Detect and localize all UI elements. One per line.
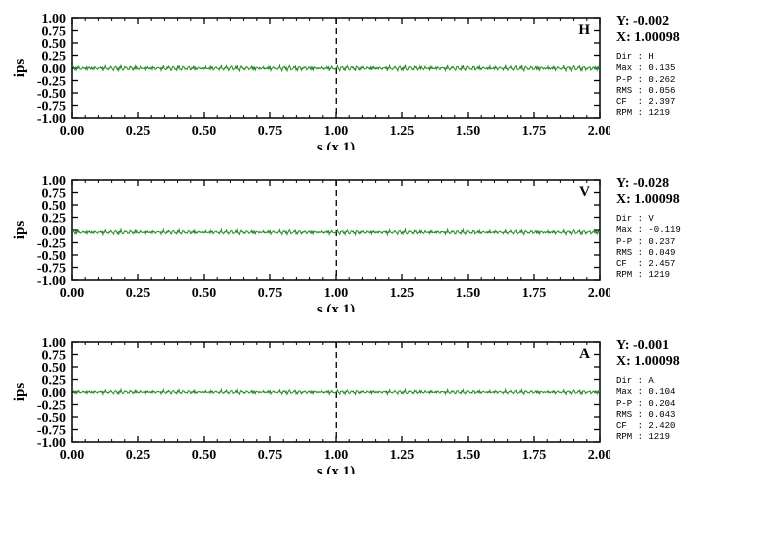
svg-text:1.50: 1.50: [456, 448, 481, 463]
panel-stats: Dir : V Max : -0.119 P-P : 0.237 RMS : 0…: [616, 214, 731, 282]
svg-text:1.25: 1.25: [390, 286, 415, 301]
cursor-y-value: Y: -0.002: [616, 14, 731, 30]
svg-text:1.50: 1.50: [456, 124, 481, 139]
panel-info-a: Y: -0.001X: 1.00098 Dir : A Max : 0.104 P…: [610, 334, 731, 474]
panel-stats: Dir : H Max : 0.135 P-P : 0.262 RMS : 0.…: [616, 52, 731, 120]
svg-text:0.50: 0.50: [192, 124, 217, 139]
svg-text:1.75: 1.75: [522, 286, 547, 301]
svg-text:1.25: 1.25: [390, 448, 415, 463]
svg-text:0.50: 0.50: [192, 286, 217, 301]
svg-text:0.50: 0.50: [192, 448, 217, 463]
chart-panel-h: 0.000.250.500.751.001.251.501.752.00-1.0…: [10, 10, 753, 150]
panel-info-v: Y: -0.028X: 1.00098 Dir : V Max : -0.119 …: [610, 172, 731, 312]
cursor-x-value: X: 1.00098: [616, 354, 731, 370]
waveform-chart-h: 0.000.250.500.751.001.251.501.752.00-1.0…: [10, 10, 610, 150]
waveform-chart-a: 0.000.250.500.751.001.251.501.752.00-1.0…: [10, 334, 610, 474]
svg-text:ips: ips: [12, 221, 28, 240]
svg-text:0.25: 0.25: [126, 286, 151, 301]
panel-stats: Dir : A Max : 0.104 P-P : 0.204 RMS : 0.…: [616, 376, 731, 444]
svg-text:1.50: 1.50: [456, 286, 481, 301]
svg-text:V: V: [579, 184, 590, 200]
svg-text:0.75: 0.75: [258, 286, 283, 301]
cursor-x-value: X: 1.00098: [616, 30, 731, 46]
svg-text:1.00: 1.00: [324, 448, 349, 463]
svg-text:0.75: 0.75: [258, 124, 283, 139]
svg-text:2.00: 2.00: [588, 286, 610, 301]
cursor-y-value: Y: -0.001: [616, 338, 731, 354]
svg-text:H: H: [578, 22, 590, 38]
svg-text:0.75: 0.75: [258, 448, 283, 463]
svg-text:s (x 1): s (x 1): [317, 464, 355, 474]
cursor-y-value: Y: -0.028: [616, 176, 731, 192]
svg-text:1.00: 1.00: [42, 12, 67, 27]
svg-text:A: A: [579, 346, 590, 362]
svg-text:s (x 1): s (x 1): [317, 302, 355, 312]
svg-text:1.75: 1.75: [522, 124, 547, 139]
svg-text:1.00: 1.00: [324, 124, 349, 139]
svg-text:1.00: 1.00: [324, 286, 349, 301]
chart-panel-v: 0.000.250.500.751.001.251.501.752.00-1.0…: [10, 172, 753, 312]
svg-text:1.00: 1.00: [42, 174, 67, 189]
svg-text:0.25: 0.25: [126, 448, 151, 463]
cursor-x-value: X: 1.00098: [616, 192, 731, 208]
svg-text:2.00: 2.00: [588, 448, 610, 463]
svg-text:1.75: 1.75: [522, 448, 547, 463]
waveform-chart-v: 0.000.250.500.751.001.251.501.752.00-1.0…: [10, 172, 610, 312]
svg-text:1.00: 1.00: [42, 336, 67, 351]
svg-text:s (x 1): s (x 1): [317, 140, 355, 150]
svg-text:2.00: 2.00: [588, 124, 610, 139]
panel-info-h: Y: -0.002X: 1.00098 Dir : H Max : 0.135 P…: [610, 10, 731, 150]
svg-text:1.25: 1.25: [390, 124, 415, 139]
svg-text:0.25: 0.25: [126, 124, 151, 139]
svg-text:ips: ips: [12, 59, 28, 78]
svg-text:ips: ips: [12, 383, 28, 402]
chart-panel-a: 0.000.250.500.751.001.251.501.752.00-1.0…: [10, 334, 753, 474]
